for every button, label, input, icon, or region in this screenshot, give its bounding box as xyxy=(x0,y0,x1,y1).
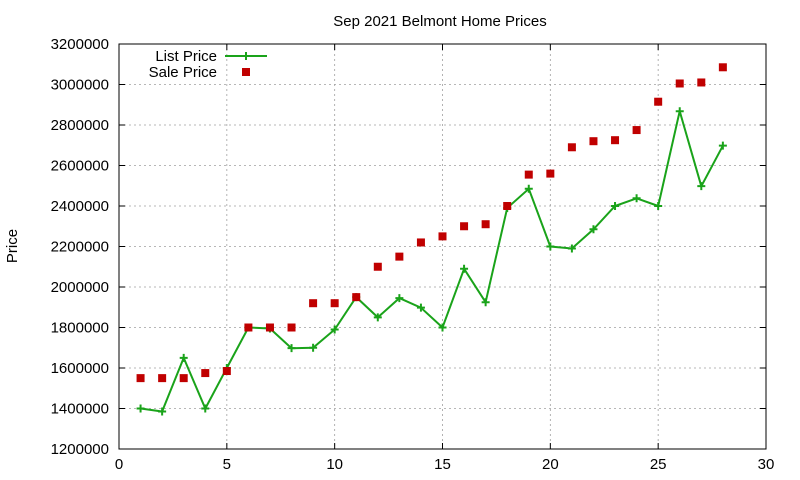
sale-price-point xyxy=(330,299,339,308)
list-price-point xyxy=(567,244,576,253)
y-tick-label: 2400000 xyxy=(51,198,109,215)
sale-price-point xyxy=(244,323,253,332)
chart-title: Sep 2021 Belmont Home Prices xyxy=(333,13,546,30)
y-tick-label: 2200000 xyxy=(51,239,109,256)
list-price-point xyxy=(373,313,382,322)
sale-price-point xyxy=(567,143,576,152)
list-price-point xyxy=(395,294,404,303)
y-tick-label: 2800000 xyxy=(51,117,109,134)
sale-price-point xyxy=(265,323,274,332)
y-tick-label: 1800000 xyxy=(51,320,109,337)
legend-label: List Price xyxy=(155,48,217,65)
sale-price-point xyxy=(481,220,490,229)
sale-price-point xyxy=(654,97,663,106)
y-tick-label: 1400000 xyxy=(51,401,109,418)
list-price-point xyxy=(179,353,188,362)
x-tick-label: 15 xyxy=(434,456,451,473)
x-tick-label: 20 xyxy=(542,456,559,473)
legend-point-swatch xyxy=(242,52,250,60)
list-price-point xyxy=(460,264,469,273)
list-price-point xyxy=(675,107,684,116)
sale-price-point xyxy=(352,293,361,302)
list-price-point xyxy=(136,404,145,413)
sale-price-point xyxy=(287,323,296,332)
plot-frame xyxy=(118,43,767,450)
list-price-point xyxy=(481,298,490,307)
y-tick-label: 3200000 xyxy=(51,36,109,53)
sale-price-point xyxy=(503,202,512,210)
x-tick-label: 5 xyxy=(223,456,231,473)
sale-price-point xyxy=(675,79,684,88)
y-tick-label: 2000000 xyxy=(51,279,109,296)
sale-price-point xyxy=(395,252,404,261)
y-tick-label: 2600000 xyxy=(51,158,109,175)
sale-price-point xyxy=(460,222,469,231)
list-price-point xyxy=(158,407,167,416)
sale-price-point xyxy=(632,126,641,135)
y-tick-label: 1600000 xyxy=(51,360,109,377)
sale-price-point xyxy=(697,78,706,87)
x-tick-label: 0 xyxy=(115,456,123,473)
legend-point-swatch xyxy=(242,68,250,76)
sale-price-point xyxy=(136,374,145,383)
list-price-point xyxy=(546,242,555,251)
legend-label: Sale Price xyxy=(149,64,217,81)
tick-labels: 1200000 1400000 1600000 1800000 2000000 22000… xyxy=(51,36,775,473)
list-price-point xyxy=(438,323,447,332)
sale-price-point xyxy=(222,367,231,376)
list-price-point xyxy=(718,141,727,150)
sale-price-point xyxy=(546,169,555,178)
series-layer xyxy=(136,63,727,416)
sale-price-point xyxy=(201,369,210,378)
list-price-point xyxy=(654,202,663,210)
sale-price-point xyxy=(416,238,425,247)
sale-price-point xyxy=(179,374,188,383)
sale-price-point xyxy=(718,63,727,72)
list-price-point xyxy=(611,202,620,210)
y-axis-label: Price xyxy=(4,229,21,263)
sale-price-point xyxy=(438,232,447,241)
list-price-point xyxy=(201,404,210,413)
sale-price-point xyxy=(309,299,318,308)
list-price-point xyxy=(330,325,339,334)
sale-price-point xyxy=(589,137,598,146)
y-tick-label: 1200000 xyxy=(51,441,109,458)
y-tick-label: 3000000 xyxy=(51,77,109,94)
list-price-point xyxy=(287,344,296,353)
sale-price-point xyxy=(158,374,167,383)
list-price-point xyxy=(524,184,533,193)
x-tick-label: 10 xyxy=(326,456,343,473)
list-price-point xyxy=(309,343,318,352)
sale-price-point xyxy=(611,136,620,145)
x-tick-label: 30 xyxy=(758,456,775,473)
sale-price-point xyxy=(373,262,382,271)
sale-price-point xyxy=(524,170,533,179)
list-price-point xyxy=(632,194,641,203)
list-price-line xyxy=(140,110,724,413)
list-price-point xyxy=(697,182,706,191)
x-tick-label: 25 xyxy=(650,456,667,473)
list-price-point xyxy=(416,303,425,312)
sale-price-series xyxy=(136,63,727,383)
list-price-point xyxy=(589,225,598,234)
